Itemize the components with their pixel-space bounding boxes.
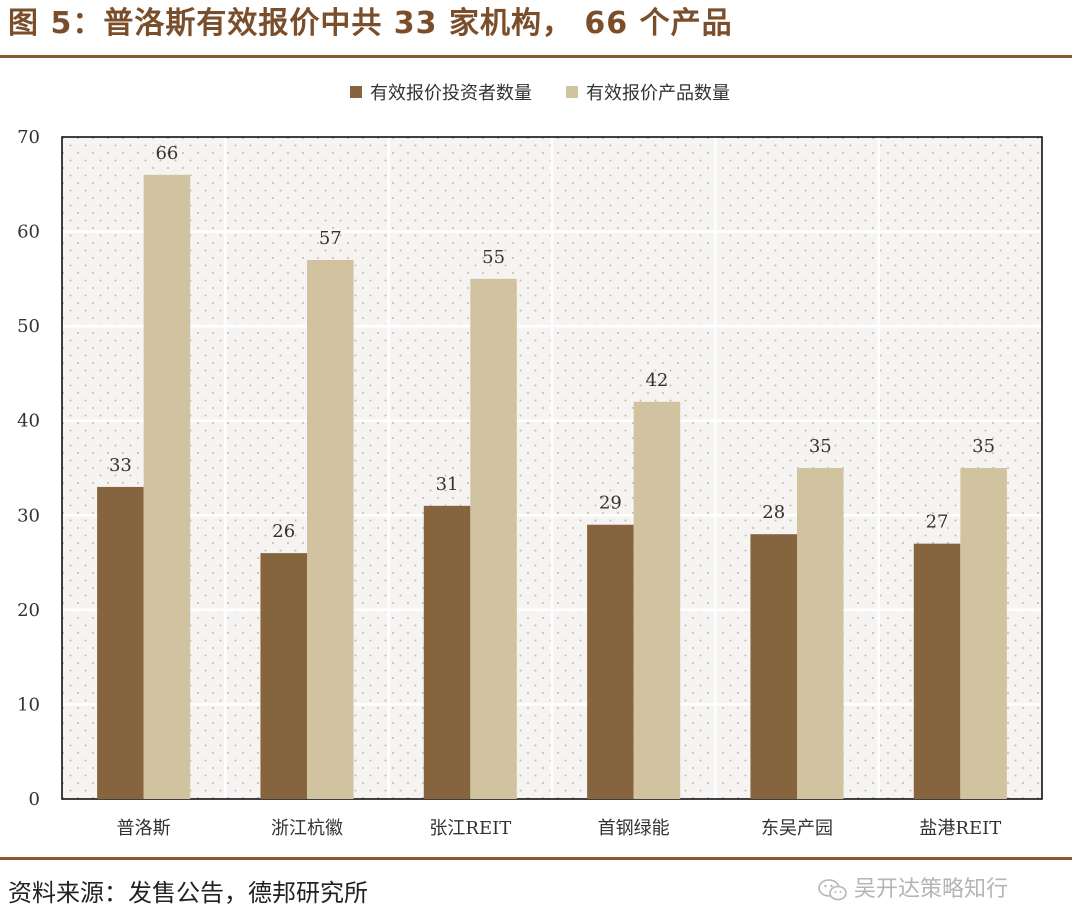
data-label-series-2: 35 <box>809 436 832 457</box>
legend-label-series-2: 有效报价产品数量 <box>586 83 730 104</box>
bar-series-2 <box>633 401 681 799</box>
legend-swatch-series-2 <box>566 86 578 98</box>
legend-swatch-series-1 <box>350 86 362 98</box>
legend-item-series-1: 有效报价投资者数量 <box>350 79 532 105</box>
x-tick-label: 普洛斯 <box>117 818 171 839</box>
x-tick-label: 盐港REIT <box>919 818 1001 839</box>
bar-series-1 <box>97 486 144 799</box>
bar-series-1 <box>913 543 961 799</box>
data-label-series-2: 66 <box>155 143 178 164</box>
data-label-series-1: 26 <box>272 521 295 542</box>
legend-item-series-2: 有效报价产品数量 <box>566 79 730 105</box>
y-tick-label: 70 <box>17 127 40 148</box>
x-tick-label: 浙江杭徽 <box>271 818 343 839</box>
watermark: 吴开达策略知行 <box>818 872 1008 908</box>
data-label-series-1: 27 <box>926 512 949 533</box>
figure-title: 图 5：普洛斯有效报价中共 33 家机构， 66 个产品 <box>8 6 733 41</box>
x-tick-label: 张江REIT <box>429 818 511 839</box>
bar-series-2 <box>470 278 517 799</box>
source-note: 资料来源：发售公告，德邦研究所 <box>8 879 368 907</box>
data-label-series-2: 42 <box>645 370 668 391</box>
y-tick-label: 60 <box>17 222 40 243</box>
wechat-icon <box>818 879 847 901</box>
watermark-text: 吴开达策略知行 <box>854 877 1009 902</box>
y-tick-label: 20 <box>17 600 40 621</box>
top-rule <box>0 55 1072 58</box>
data-label-series-1: 33 <box>109 455 132 476</box>
bar-series-2 <box>797 468 844 799</box>
data-label-series-2: 55 <box>482 247 505 268</box>
data-label-series-1: 31 <box>436 474 459 495</box>
data-label-series-2: 57 <box>319 228 342 249</box>
bar-chart: 0 10 20 30 40 50 60 70 33 66 普洛斯 26 57 浙江杭徽 31 55 张江REIT… <box>17 127 1043 839</box>
bar-series-1 <box>423 505 471 799</box>
bar-series-2 <box>307 259 354 799</box>
data-label-series-1: 29 <box>599 493 622 514</box>
x-tick-label: 首钢绿能 <box>598 818 670 839</box>
y-tick-label: 10 <box>17 694 40 715</box>
y-tick-label: 50 <box>17 316 40 337</box>
x-tick-label: 东吴产园 <box>761 818 833 839</box>
data-label-series-2: 35 <box>972 436 995 457</box>
bar-series-1 <box>587 524 634 799</box>
data-label-series-1: 28 <box>762 502 785 523</box>
legend-label-series-1: 有效报价投资者数量 <box>370 83 532 104</box>
y-tick-label: 30 <box>17 505 40 526</box>
y-tick-label: 0 <box>29 789 40 810</box>
chart-legend: 有效报价投资者数量 有效报价产品数量 <box>0 78 1080 106</box>
bar-series-1 <box>750 534 797 799</box>
y-tick-label: 40 <box>17 411 40 432</box>
bottom-rule <box>0 857 1072 860</box>
bar-series-2 <box>143 174 191 800</box>
plot-border <box>61 136 1043 800</box>
bar-series-2 <box>960 468 1007 799</box>
bar-series-1 <box>260 553 307 799</box>
